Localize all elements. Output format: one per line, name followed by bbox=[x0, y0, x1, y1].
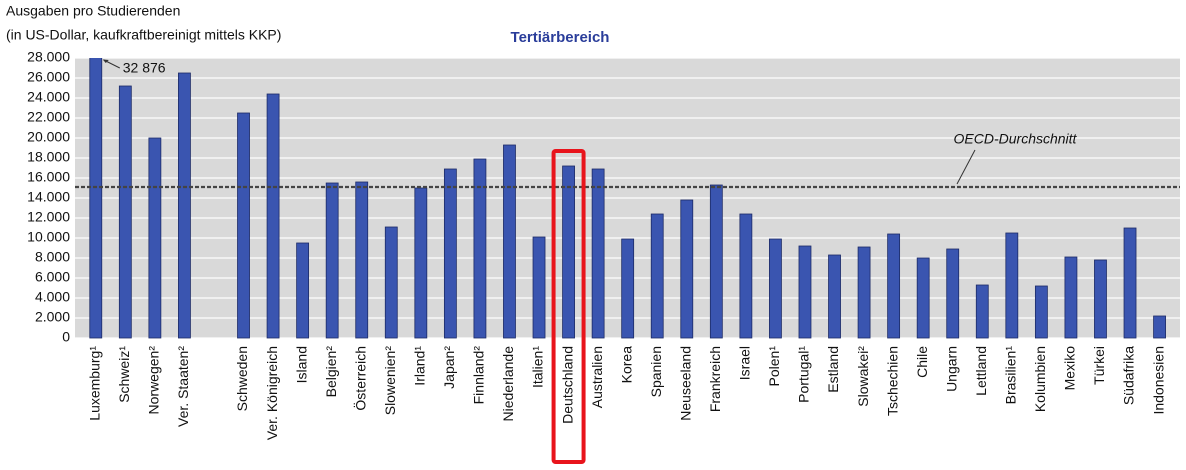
bar bbox=[562, 165, 575, 339]
x-tick-label: Portugal¹ bbox=[796, 346, 812, 403]
bar bbox=[237, 112, 250, 339]
y-tick-label: 2.000 bbox=[35, 309, 70, 325]
x-tick-label: Frankreich bbox=[707, 346, 723, 412]
bar bbox=[325, 182, 339, 339]
reference-arrow bbox=[956, 149, 976, 185]
x-tick-label: Israel bbox=[737, 346, 753, 380]
bar bbox=[946, 248, 960, 339]
bar bbox=[296, 242, 310, 339]
bar bbox=[828, 254, 841, 339]
x-tick-label: Indonesien bbox=[1150, 346, 1166, 415]
bar bbox=[887, 233, 901, 339]
bars bbox=[89, 58, 1166, 339]
x-tick-label: Deutschland bbox=[559, 346, 575, 424]
x-tick-label: Spanien bbox=[648, 346, 664, 397]
x-tick-label: Kolumbien bbox=[1032, 346, 1048, 412]
grid bbox=[75, 57, 1180, 339]
y-tick-label: 28.000 bbox=[27, 49, 70, 65]
x-tick-label: Estland bbox=[825, 346, 841, 393]
x-tick-label: Mexiko bbox=[1062, 346, 1078, 391]
bar bbox=[384, 226, 398, 339]
bar bbox=[148, 137, 162, 339]
x-tick-label: Polen¹ bbox=[766, 346, 782, 387]
reference-label: OECD-Durchschnitt bbox=[954, 131, 1078, 147]
bar bbox=[1064, 256, 1078, 339]
x-tick-label: Ver. Staaten² bbox=[175, 346, 191, 427]
bar bbox=[857, 246, 871, 339]
x-tick-label: Belgien² bbox=[323, 346, 339, 398]
y-tick-label: 0 bbox=[62, 329, 70, 345]
bar bbox=[89, 58, 103, 339]
bar bbox=[975, 284, 989, 339]
y-tick-label: 26.000 bbox=[27, 69, 70, 85]
x-tick-label: Japan² bbox=[441, 346, 457, 389]
y-tick-label: 16.000 bbox=[27, 169, 70, 185]
x-tick-label: Irland¹ bbox=[412, 346, 428, 386]
bar bbox=[1123, 227, 1137, 339]
value-label: 32 876 bbox=[123, 60, 166, 76]
x-tick-label: Ver. Königreich bbox=[264, 346, 280, 440]
bar bbox=[621, 238, 635, 339]
bar bbox=[266, 93, 280, 339]
bar bbox=[709, 184, 723, 339]
y-tick-label: 8.000 bbox=[35, 249, 70, 265]
bar bbox=[1034, 285, 1048, 339]
y-tick-label: 20.000 bbox=[27, 129, 70, 145]
x-tick-label: Italien¹ bbox=[530, 346, 546, 388]
x-tick-label: Island bbox=[293, 346, 309, 383]
bar bbox=[532, 236, 546, 339]
y-tick-label: 24.000 bbox=[27, 89, 70, 105]
chart-title: Tertiärbereich bbox=[511, 29, 610, 46]
annotation-arrowhead bbox=[102, 59, 109, 63]
y-tick-label: 22.000 bbox=[27, 109, 70, 125]
x-tick-label: Finnland² bbox=[471, 346, 487, 405]
bar bbox=[178, 72, 191, 339]
y-tick-label: 10.000 bbox=[27, 229, 70, 245]
x-tick-label: Lettland bbox=[973, 346, 989, 396]
y-tick-label: 6.000 bbox=[35, 269, 70, 285]
x-tick-label: Schweden bbox=[234, 346, 250, 411]
bar bbox=[916, 257, 930, 339]
bar bbox=[355, 181, 369, 339]
x-tick-label: Korea bbox=[618, 346, 634, 384]
bar bbox=[1005, 232, 1019, 339]
bar bbox=[739, 213, 753, 339]
x-tick-label: Australien bbox=[589, 346, 605, 408]
bar bbox=[118, 85, 132, 339]
bar bbox=[680, 199, 694, 339]
bar bbox=[503, 144, 516, 339]
bar bbox=[591, 168, 605, 339]
y-tick-label: 18.000 bbox=[27, 149, 70, 165]
x-tick-label: Brasilien¹ bbox=[1003, 346, 1019, 405]
x-tick-label: Neuseeland bbox=[677, 346, 693, 421]
y-tick-label: 4.000 bbox=[35, 289, 70, 305]
x-tick-label: Norwegen² bbox=[146, 346, 162, 415]
x-tick-label: Südafrika bbox=[1121, 346, 1137, 405]
x-tick-label: Slowakei² bbox=[855, 346, 871, 407]
x-tick-label: Chile bbox=[914, 346, 930, 378]
bar bbox=[1153, 315, 1166, 339]
x-tick-label: Tschechien bbox=[884, 346, 900, 416]
y-tick-label: 12.000 bbox=[27, 209, 70, 225]
y-axis-label: (in US-Dollar, kaufkraftbereinigt mittel… bbox=[6, 27, 281, 43]
highlight-box bbox=[551, 149, 586, 464]
x-tick-label: Luxemburg¹ bbox=[86, 346, 102, 421]
x-tick-label: Slowenien² bbox=[382, 346, 398, 416]
bar bbox=[443, 168, 457, 339]
y-tick-label: 14.000 bbox=[27, 189, 70, 205]
bar bbox=[769, 238, 782, 339]
bar bbox=[798, 245, 812, 339]
x-tick-label: Niederlande bbox=[500, 346, 516, 422]
bar bbox=[414, 187, 428, 339]
x-tick-label: Österreich bbox=[351, 346, 368, 411]
x-tick-label: Türkei bbox=[1091, 346, 1107, 385]
x-tick-label: Ungarn bbox=[943, 346, 959, 392]
bar bbox=[473, 158, 487, 339]
y-axis-label: Ausgaben pro Studierenden bbox=[6, 3, 180, 19]
bar bbox=[1094, 259, 1107, 339]
x-tick-label: Schweiz¹ bbox=[116, 346, 132, 403]
bar bbox=[650, 213, 664, 339]
